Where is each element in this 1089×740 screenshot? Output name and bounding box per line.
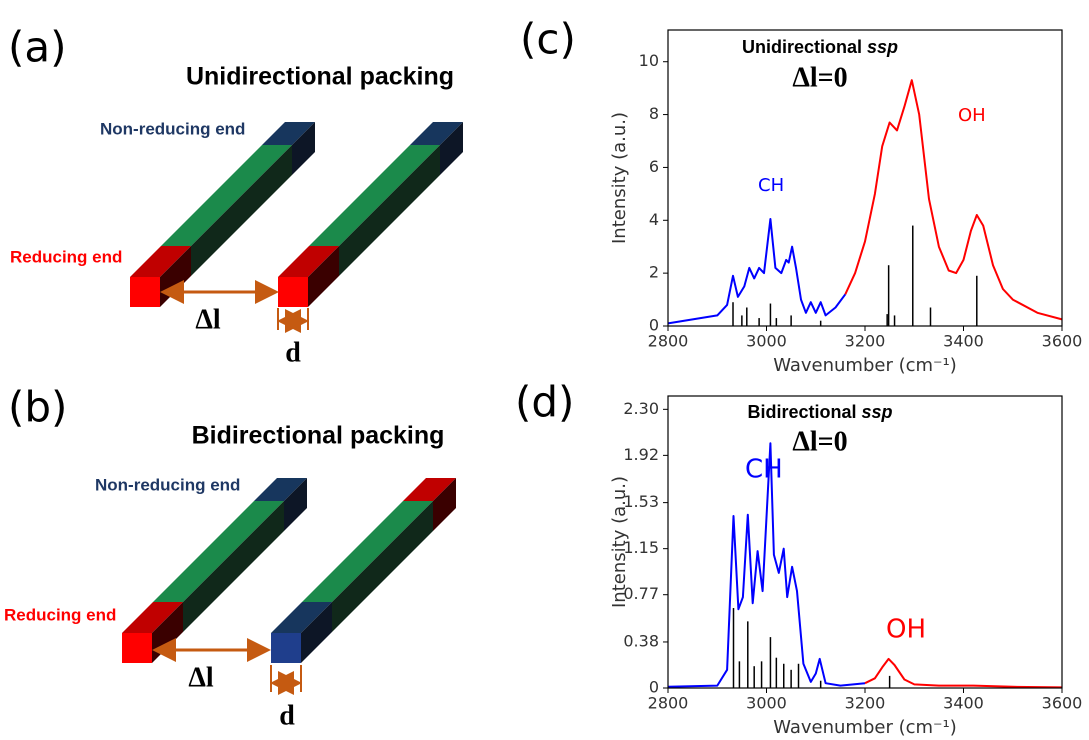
title-italic: ssp: [867, 37, 898, 57]
panel-title: Unidirectional packing: [186, 63, 454, 91]
y-tick-label: 0.77: [623, 584, 659, 603]
x-tick-label: 3000: [746, 694, 787, 713]
gap-label: Δl: [195, 304, 221, 335]
top-label: Non-reducing end: [100, 119, 245, 138]
y-tick-label: 6: [649, 157, 659, 176]
y-tick-label: 8: [649, 104, 659, 123]
x-tick-label: 3400: [943, 332, 984, 351]
spectrum-line: [667, 218, 847, 325]
y-tick-label: 2: [649, 263, 659, 282]
gap-label: Δl: [188, 662, 214, 693]
x-tick-label: 3000: [746, 332, 787, 351]
x-tick-label: 3200: [845, 694, 886, 713]
panel-label: (a): [8, 23, 67, 72]
spectrum-line: [667, 442, 866, 688]
chart-subtitle: Δl=0: [792, 62, 847, 93]
x-axis-label: Wavenumber (cm⁻¹): [773, 717, 957, 738]
y-axis-label: Intensity (a.u.): [609, 476, 630, 608]
ch-label: CH: [758, 175, 784, 196]
plot-frame: [667, 29, 1063, 327]
y-tick-label: 0: [649, 316, 659, 335]
plot-frame: [667, 395, 1063, 689]
y-tick-label: 1.15: [623, 538, 659, 557]
bottom-label: Reducing end: [10, 247, 122, 266]
ch-label: CH: [745, 455, 783, 485]
x-tick-label: 2800: [648, 332, 689, 351]
bar-left-a: [130, 122, 315, 307]
y-tick-label: 4: [649, 210, 659, 229]
y-tick-label: 2.30: [623, 399, 659, 418]
x-axis-label: Wavenumber (cm⁻¹): [773, 355, 957, 376]
panel-label: (d): [515, 378, 574, 427]
oh-label: OH: [886, 615, 926, 645]
bar-right-b: [271, 478, 456, 663]
chart-title: Bidirectional ssp: [747, 402, 892, 422]
top-label: Non-reducing end: [95, 475, 240, 494]
spectrum-line: [864, 657, 1063, 689]
x-tick-label: 3200: [845, 332, 886, 351]
title-text: Unidirectional: [742, 37, 862, 57]
y-axis-label: Intensity (a.u.): [609, 112, 630, 244]
x-tick-label: 3400: [943, 694, 984, 713]
bar-right-a: [278, 122, 463, 307]
x-tick-label: 3600: [1042, 332, 1083, 351]
x-tick-label: 3600: [1042, 694, 1083, 713]
panel-label: (b): [8, 383, 67, 432]
y-tick-label: 10: [639, 51, 659, 70]
bottom-label: Reducing end: [4, 605, 116, 624]
width-label: d: [285, 337, 301, 368]
width-label: d: [279, 700, 295, 731]
y-tick-label: 0: [649, 678, 659, 697]
panel-label: (c): [520, 15, 576, 64]
title-italic: ssp: [862, 402, 893, 422]
y-tick-label: 1.53: [623, 492, 659, 511]
oh-label: OH: [958, 105, 986, 126]
y-tick-label: 1.92: [623, 445, 659, 464]
chart-subtitle: Δl=0: [792, 426, 847, 457]
title-text: Bidirectional: [747, 402, 856, 422]
y-tick-label: 0.38: [623, 631, 659, 650]
panel-title: Bidirectional packing: [192, 422, 445, 450]
spectrum-line: [844, 79, 1063, 321]
chart-title: Unidirectional ssp: [742, 37, 898, 57]
x-tick-label: 2800: [648, 694, 689, 713]
